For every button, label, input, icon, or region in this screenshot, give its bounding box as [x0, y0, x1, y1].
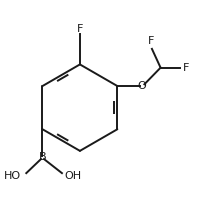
Text: HO: HO	[4, 171, 21, 181]
Text: F: F	[77, 24, 83, 33]
Text: B: B	[39, 152, 46, 162]
Text: OH: OH	[64, 171, 81, 181]
Text: O: O	[138, 81, 147, 91]
Text: F: F	[148, 36, 154, 47]
Text: F: F	[183, 63, 189, 73]
